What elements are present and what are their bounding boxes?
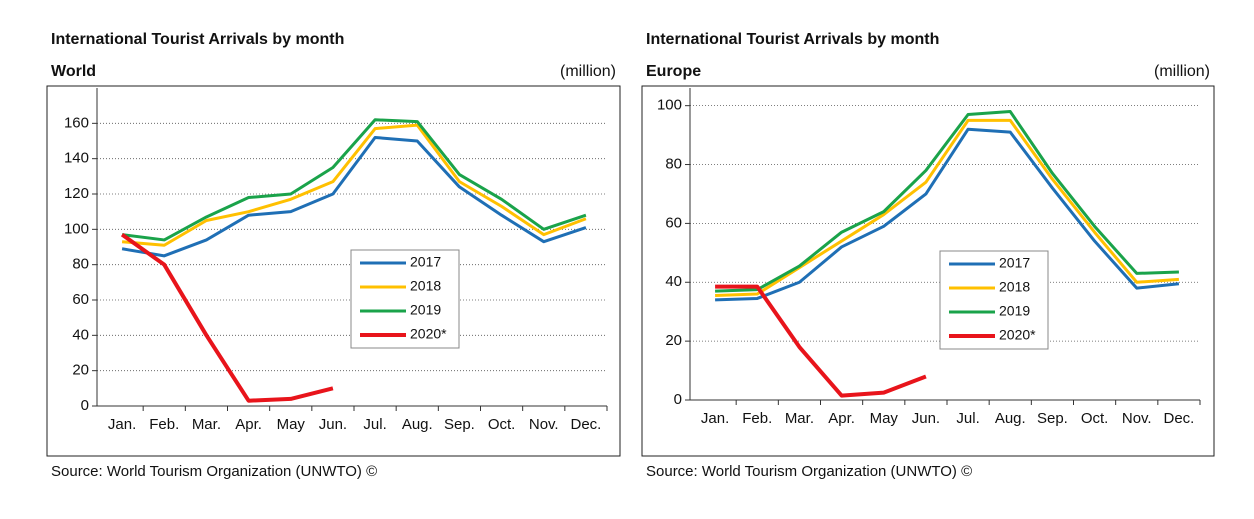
source: Source: World Tourism Organization (UNWT… bbox=[646, 463, 972, 480]
y-tick-label: 0 bbox=[674, 391, 682, 408]
x-tick-label: Nov. bbox=[529, 416, 559, 433]
y-tick-label: 80 bbox=[72, 256, 89, 273]
x-tick-label: Sep. bbox=[1037, 410, 1068, 427]
x-tick-label: Jan. bbox=[701, 410, 729, 427]
x-tick-label: Mar. bbox=[192, 416, 221, 433]
chart-title: International Tourist Arrivals by month bbox=[646, 31, 939, 48]
x-tick-label: Jun. bbox=[319, 416, 347, 433]
legend-label: 2019 bbox=[999, 303, 1030, 319]
series-line bbox=[121, 135, 587, 258]
x-tick-label: Mar. bbox=[785, 410, 814, 427]
x-tick-label: Aug. bbox=[995, 410, 1026, 427]
x-tick-label: Jul. bbox=[363, 416, 386, 433]
legend-label: 2018 bbox=[999, 279, 1030, 295]
y-tick-label: 60 bbox=[72, 291, 89, 308]
subtitle: Europe bbox=[646, 63, 701, 80]
x-tick-label: Apr. bbox=[235, 416, 262, 433]
legend-label: 2020* bbox=[999, 327, 1036, 343]
y-tick-label: 100 bbox=[657, 97, 682, 114]
y-tick-label: 80 bbox=[665, 155, 682, 172]
series-line bbox=[715, 284, 927, 398]
y-tick-label: 40 bbox=[665, 273, 682, 290]
x-tick-label: Jun. bbox=[912, 410, 940, 427]
legend-label: 2019 bbox=[410, 302, 441, 318]
series-line bbox=[121, 123, 587, 247]
source: Source: World Tourism Organization (UNWT… bbox=[51, 463, 377, 480]
y-tick-label: 160 bbox=[64, 114, 89, 131]
y-tick-label: 100 bbox=[64, 220, 89, 237]
x-tick-label: May bbox=[870, 410, 899, 427]
y-tick-label: 20 bbox=[665, 332, 682, 349]
x-tick-label: Oct. bbox=[488, 416, 516, 433]
legend-label: 2017 bbox=[410, 254, 441, 270]
x-tick-label: Sep. bbox=[444, 416, 475, 433]
y-tick-label: 140 bbox=[64, 150, 89, 167]
x-tick-label: Jul. bbox=[956, 410, 979, 427]
x-tick-label: Apr. bbox=[828, 410, 855, 427]
x-tick-label: Aug. bbox=[402, 416, 433, 433]
series-line bbox=[120, 233, 334, 403]
y-tick-label: 40 bbox=[72, 326, 89, 343]
chart-title: International Tourist Arrivals by month bbox=[51, 31, 344, 48]
x-tick-label: Nov. bbox=[1122, 410, 1152, 427]
legend-box bbox=[939, 250, 1049, 350]
legend-label: 2020* bbox=[410, 326, 447, 342]
unit-label: (million) bbox=[1154, 63, 1210, 80]
series-line bbox=[715, 118, 1180, 298]
series-line bbox=[715, 127, 1180, 302]
series-line bbox=[121, 118, 587, 242]
x-tick-label: Oct. bbox=[1081, 410, 1109, 427]
legend-label: 2018 bbox=[410, 278, 441, 294]
x-tick-label: Jan. bbox=[108, 416, 136, 433]
y-tick-label: 120 bbox=[64, 185, 89, 202]
series-line bbox=[715, 110, 1179, 293]
x-tick-label: Feb. bbox=[742, 410, 772, 427]
x-tick-label: Feb. bbox=[149, 416, 179, 433]
y-tick-label: 0 bbox=[81, 397, 89, 414]
legend-label: 2017 bbox=[999, 255, 1030, 271]
frame bbox=[46, 85, 621, 457]
legend-box bbox=[350, 249, 460, 349]
unit-label: (million) bbox=[560, 63, 616, 80]
x-tick-label: Dec. bbox=[1163, 410, 1194, 427]
y-tick-label: 60 bbox=[665, 214, 682, 231]
x-tick-label: May bbox=[277, 416, 306, 433]
subtitle: World bbox=[51, 63, 96, 80]
frame bbox=[641, 85, 1215, 457]
y-tick-label: 20 bbox=[72, 362, 89, 379]
x-tick-label: Dec. bbox=[570, 416, 601, 433]
